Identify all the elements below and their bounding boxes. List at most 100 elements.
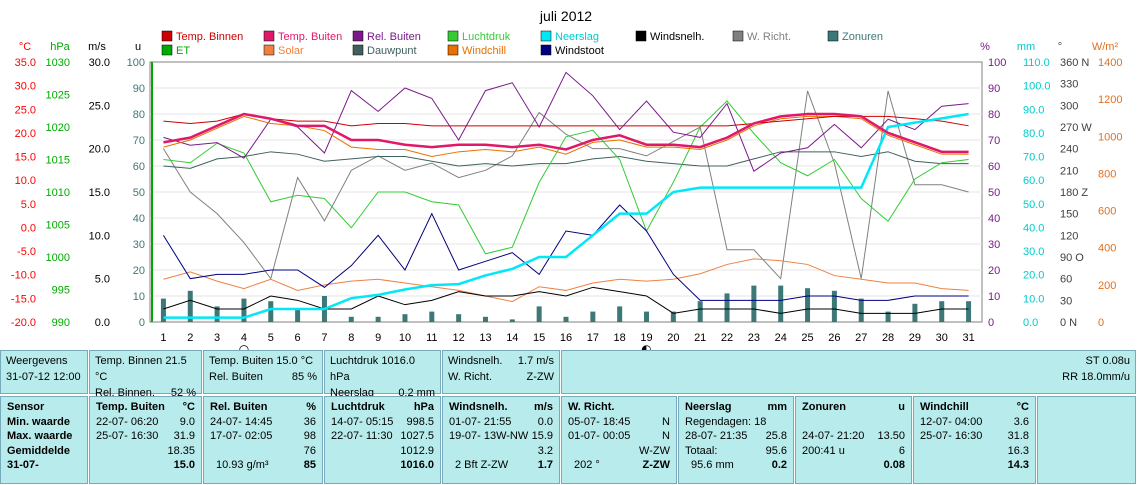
stat-current-value: 15.0 xyxy=(173,459,195,471)
sun-axis-tick: 10 xyxy=(133,291,145,303)
stats-temp-buiten: Temp. Buiten °C 22-07- 06:20 9.0 25-07- 16… xyxy=(89,396,202,484)
temp-axis-unit: °C xyxy=(19,41,31,53)
stat-max-time: 24-07- 21:20 xyxy=(802,430,865,442)
wind-axis-unit: m/s xyxy=(88,41,106,53)
stat-current-value: Z-ZW xyxy=(642,459,670,471)
legend-swatch xyxy=(352,44,364,56)
st-value: ST 0.08u xyxy=(1085,355,1130,367)
stat-min-value: 0.0 xyxy=(537,415,553,428)
solar-axis-tick: 1000 xyxy=(1098,131,1122,143)
stat-max-value: 1027.5 xyxy=(400,430,434,442)
stat-max-value: 13.50 xyxy=(877,430,905,442)
stat-min-value: 3.6 xyxy=(1013,415,1029,428)
legend-label: W. Richt. xyxy=(747,31,791,43)
zonuren-bar xyxy=(160,298,166,322)
rain-axis-tick: 90.0 xyxy=(1023,104,1044,116)
stat-title: Neerslag xyxy=(685,401,732,413)
zonuren-bar xyxy=(268,301,274,322)
stat-min-time: 22-07- 06:20 xyxy=(96,415,159,428)
humidity-axis-tick: 0 xyxy=(988,317,994,329)
sun-axis-tick: 0 xyxy=(139,317,145,329)
x-tick-label: 15 xyxy=(533,332,545,344)
x-tick-label: 17 xyxy=(587,332,599,344)
stats-windsnelh: Windsnelh. m/s 01-07- 21:55 0.0 19-07- 13W… xyxy=(442,396,560,484)
legend-label: Temp. Buiten xyxy=(278,31,342,43)
series-line-solar xyxy=(163,258,969,303)
humidity-axis-tick: 70 xyxy=(988,135,1000,147)
x-tick-label: 1 xyxy=(160,332,166,344)
x-tick-label: 25 xyxy=(801,332,813,344)
stat-current-value: 0.08 xyxy=(883,459,905,471)
sun-axis-tick: 40 xyxy=(133,213,145,225)
legend-swatch xyxy=(352,30,364,42)
stat-regendagen: Regendagen: 18 xyxy=(685,415,767,428)
humidity-axis-tick: 100 xyxy=(988,57,1006,69)
stat-current-value: 1.7 xyxy=(537,459,553,471)
stat-extra-value: 95.6 mm xyxy=(691,459,734,471)
windsnelh-value: 1.7 m/s xyxy=(517,355,554,367)
legend-label: Luchtdruk xyxy=(462,31,511,43)
sun-axis-tick: 30 xyxy=(133,239,145,251)
stat-extra-value: 2 Bft Z-ZW xyxy=(455,459,509,471)
stat-extra-value: 202 ° xyxy=(574,459,600,471)
pressure-axis-tick: 990 xyxy=(52,317,70,329)
humidity-axis-tick: 90 xyxy=(988,83,1000,95)
zonuren-bar xyxy=(697,301,703,322)
stat-title: Zonuren xyxy=(802,401,846,413)
stat-unit: hPa xyxy=(413,401,434,413)
stat-unit: °C xyxy=(182,401,195,413)
pressure-axis-tick: 1010 xyxy=(46,187,70,199)
x-tick-label: 21 xyxy=(694,332,706,344)
direction-axis-tick: 270 W xyxy=(1060,122,1092,134)
zonuren-bar xyxy=(644,311,650,322)
series-line-windsnelh- xyxy=(163,286,969,314)
pressure-axis-tick: 1015 xyxy=(46,155,70,167)
x-tick-label: 11 xyxy=(426,332,437,344)
stat-unit: mm xyxy=(767,401,787,413)
sun-axis-tick: 50 xyxy=(133,187,145,199)
stat-unit: m/s xyxy=(534,401,553,413)
sun-axis-tick: 20 xyxy=(133,265,145,277)
x-tick-label: 5 xyxy=(268,332,274,344)
x-tick-label: 29 xyxy=(909,332,921,344)
stat-avg-value: 1012.9 xyxy=(400,444,434,457)
zonuren-bar xyxy=(885,311,891,322)
humidity-axis-tick: 40 xyxy=(988,213,1000,225)
series-line-luchtdruk xyxy=(163,100,969,255)
stat-title: Windchill xyxy=(920,401,969,413)
temp-axis-tick: 15.0 xyxy=(15,152,36,164)
weergegevens-label: Weergevens xyxy=(6,355,68,367)
x-tick-label: 9 xyxy=(375,332,381,344)
indoor-cell: Temp. Binnen 21.5 °C Rel. Binnen. 52 % xyxy=(89,350,202,399)
series-line-neerslag xyxy=(163,112,969,319)
zonuren-bar xyxy=(590,311,596,322)
max-label: Max. waarde xyxy=(7,430,73,442)
x-tick-label: 7 xyxy=(321,332,327,344)
rain-axis-tick: 0.0 xyxy=(1023,317,1038,329)
stat-title: Temp. Buiten xyxy=(96,401,165,413)
et-bar xyxy=(151,62,153,322)
legend-label: Zonuren xyxy=(842,31,883,43)
stat-min-value: 36 xyxy=(303,415,316,428)
legend-swatch xyxy=(827,30,839,42)
solar-axis-tick: 1400 xyxy=(1098,57,1122,69)
rain-axis-tick: 20.0 xyxy=(1023,270,1044,282)
moon-phase-marker: ◐ xyxy=(641,342,651,350)
humidity-axis-tick: 30 xyxy=(988,239,1000,251)
sun-axis-tick: 70 xyxy=(133,135,145,147)
stats-windchill: Windchill °C 12-07- 04:00 3.6 25-07- 16:30… xyxy=(913,396,1036,484)
stat-total-label: 200:41 u xyxy=(802,444,845,457)
x-tick-label: 30 xyxy=(936,332,948,344)
rel-buiten-label: Rel. Buiten xyxy=(209,371,263,383)
windsnelh-label: Windsnelh. xyxy=(448,355,503,367)
temp-axis-tick: 10.0 xyxy=(15,175,36,187)
zonuren-bar xyxy=(724,293,730,322)
stat-min-time: 01-07- 21:55 xyxy=(449,415,512,428)
zonuren-bar xyxy=(509,319,515,322)
legend-label: Windchill xyxy=(462,45,506,57)
stat-current-value: 1016.0 xyxy=(400,459,434,471)
temp-binnen-current: Temp. Binnen 21.5 °C xyxy=(95,355,187,383)
humidity-axis-tick: 20 xyxy=(988,265,1000,277)
stat-current-value: 14.3 xyxy=(1007,459,1029,471)
min-label: Min. waarde xyxy=(7,415,70,428)
